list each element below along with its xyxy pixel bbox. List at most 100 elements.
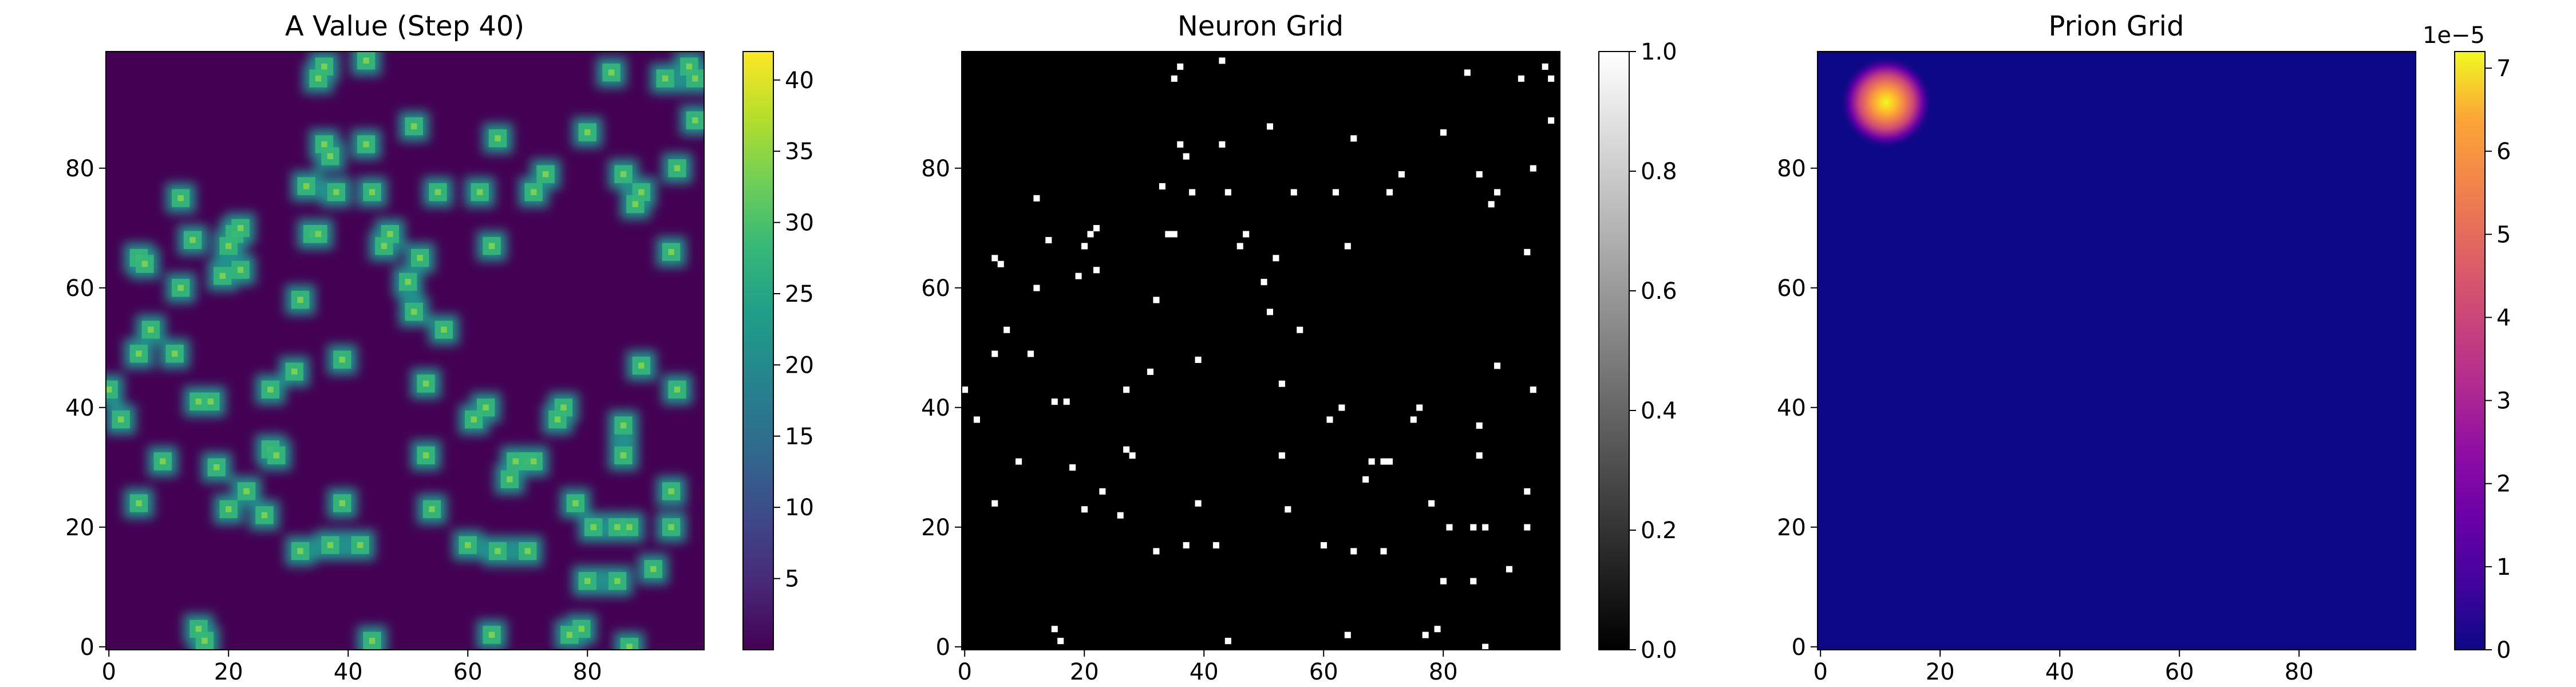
neuron-peak (333, 189, 339, 195)
colorbar-tick-label: 1.0 (1641, 39, 1677, 65)
neuron-peak (189, 236, 196, 243)
neuron-peak (321, 63, 327, 70)
colorbar-tick-label: 0.0 (1641, 637, 1677, 664)
neuron-peak (226, 243, 232, 249)
neuron-peak (369, 638, 376, 644)
neuron-cell (1344, 631, 1351, 638)
neuron-cell (1368, 458, 1375, 465)
neuron-cell (1165, 231, 1172, 238)
neuron-peak (273, 452, 280, 459)
neuron-cell (1494, 362, 1501, 369)
neuron-cell (1350, 135, 1357, 142)
colorbar (1598, 51, 1630, 650)
neuron-cell (1003, 326, 1010, 333)
neuron-cell (1266, 123, 1273, 130)
neuron-cell (1183, 153, 1190, 160)
colorbar (742, 51, 774, 650)
colorbar-tick-label: 2 (2496, 471, 2511, 498)
y-tick-label: 60 (65, 275, 94, 302)
neuron-cell (1464, 69, 1471, 76)
neuron-peak (160, 458, 166, 465)
colorbar-tick-label: 10 (785, 495, 814, 521)
neuron-cell (1051, 626, 1058, 633)
colorbar-offset-label: 1e−5 (2423, 22, 2485, 49)
neuron-peak (584, 578, 591, 585)
neuron-peak (148, 326, 154, 333)
neuron-peak (441, 326, 447, 333)
neuron-peak (237, 225, 244, 231)
neuron-peak (614, 524, 621, 530)
neuron-peak (512, 458, 519, 465)
neuron-cell (1189, 189, 1196, 196)
y-tick-label: 0 (936, 634, 950, 661)
neuron-peak (339, 356, 345, 363)
neuron-peak (237, 267, 244, 273)
neuron-peak (357, 542, 364, 548)
neuron-peak (434, 189, 441, 195)
neuron-cell (1177, 63, 1184, 70)
neuron-cell (1297, 326, 1303, 333)
neuron-cell (1171, 75, 1178, 82)
y-tick-label: 40 (1777, 395, 1806, 421)
neuron-cell (1087, 231, 1094, 238)
neuron-peak (214, 464, 220, 471)
neuron-peak (106, 386, 112, 393)
neuron-peak (422, 452, 429, 459)
y-tick-label: 80 (921, 156, 950, 182)
neuron-peak (507, 476, 513, 483)
neuron-cell (1081, 506, 1088, 513)
panel-a-value: A Value (Step 40) 0 20 40 60 80 0 20 40 60 80 5 1… (65, 10, 814, 685)
neuron-cell (1530, 165, 1536, 172)
neuron-peak (381, 243, 388, 249)
y-tick-label: 40 (921, 395, 950, 421)
neuron-cell (1530, 386, 1536, 393)
neuron-cell (1494, 189, 1501, 196)
neuron-cell (1099, 488, 1106, 495)
neuron-cell (1278, 380, 1285, 387)
neuron-peak (668, 524, 674, 530)
x-tick-label: 80 (1429, 659, 1458, 685)
neuron-cell (1278, 452, 1285, 459)
neuron-cell (1045, 236, 1052, 243)
neuron-peak (417, 255, 423, 261)
neuron-peak (542, 171, 549, 177)
neuron-cell (1123, 386, 1130, 393)
neuron-cell (1482, 524, 1489, 531)
neuron-peak (177, 285, 184, 291)
neuron-cell (1344, 243, 1351, 250)
neuron-cell (1440, 578, 1447, 585)
neuron-peak (692, 75, 698, 82)
neuron-peak (620, 452, 627, 459)
neuron-cell (1386, 458, 1393, 465)
neuron-cell (1219, 57, 1226, 64)
neuron-cell (1290, 189, 1297, 196)
neuron-peak (584, 129, 591, 136)
neuron-cell (1470, 578, 1477, 585)
neuron-peak (668, 248, 674, 255)
neuron-cell (1117, 512, 1124, 519)
axes-frame (1817, 51, 2416, 650)
colorbar-tick-label: 0 (2496, 637, 2511, 664)
neuron-peak (297, 548, 303, 554)
neuron-cell (1243, 231, 1250, 238)
neuron-peak (195, 626, 202, 632)
heatmap (106, 52, 704, 650)
neuron-cell (1236, 243, 1243, 250)
colorbar-ticks: 0.0 0.2 0.4 0.6 0.8 1.0 (1629, 39, 1677, 664)
y-axis-ticks: 0 20 40 60 80 (65, 156, 106, 661)
neuron-peak (315, 75, 322, 82)
y-tick-label: 60 (921, 275, 950, 302)
neuron-cell (1153, 297, 1160, 303)
neuron-peak (303, 183, 310, 189)
neuron-peak (387, 231, 393, 237)
neuron-cell (1261, 279, 1267, 286)
neuron-cell (1434, 626, 1441, 633)
y-tick-label: 20 (921, 515, 950, 541)
neuron-cell (1506, 566, 1512, 572)
x-tick-label: 60 (453, 659, 483, 685)
neuron-cell (1147, 368, 1153, 375)
neuron-cell (1177, 141, 1184, 148)
neuron-cell (1326, 416, 1333, 423)
